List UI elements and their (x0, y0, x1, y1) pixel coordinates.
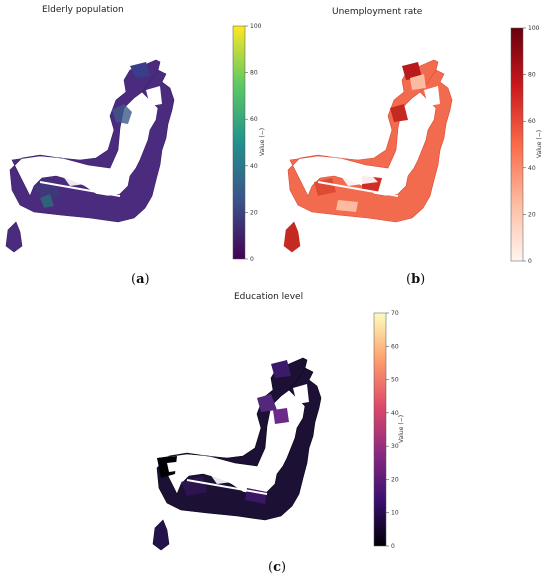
colorbar-a-tick-label: 0 (250, 256, 254, 263)
colorbar-c-tick-label: 10 (391, 510, 399, 517)
map-c (152, 357, 322, 551)
colorbar-b (510, 27, 524, 262)
colorbar-c (373, 312, 387, 547)
caption-b-letter: b (411, 272, 420, 287)
colorbar-b-tick-label: 0 (528, 258, 532, 265)
colorbar-a-ticks: 0 20 40 60 80 100 (245, 23, 262, 263)
colorbar-b-tick-label: 80 (528, 72, 536, 79)
map-b (283, 59, 453, 253)
panel-a-title: Elderly population (42, 5, 124, 15)
colorbar-c-tick-label: 40 (391, 410, 399, 417)
colorbar-c-tick-label: 60 (391, 343, 399, 350)
colorbar-b-label: Value (−) (536, 130, 543, 158)
colorbar-a (232, 25, 246, 260)
colorbar-b-tick-label: 40 (528, 165, 536, 172)
caption-c: (c) (268, 560, 286, 575)
colorbar-c-tick-label: 0 (391, 543, 395, 550)
map-a (5, 59, 175, 253)
colorbar-b-tick-label: 20 (528, 211, 536, 218)
colorbar-c-tick-label: 20 (391, 476, 399, 483)
panel-a: Elderly population 0 20 40 60 80 100 Value (−… (5, 5, 266, 287)
colorbar-c-tick-label: 30 (391, 443, 399, 450)
colorbar-c-label: Value (−) (398, 415, 405, 443)
colorbar-a-label: Value (−) (259, 128, 266, 156)
panel-b: Unemployment rate 0 20 40 60 80 100 Value (−)… (283, 7, 543, 287)
colorbar-b-tick-label: 60 (528, 118, 536, 125)
colorbar-a-tick-label: 60 (250, 116, 258, 123)
caption-c-letter: c (273, 560, 281, 575)
colorbar-b-ticks: 0 20 40 60 80 100 (523, 25, 540, 265)
caption-a: (a) (131, 272, 150, 287)
colorbar-b-tick-label: 100 (528, 25, 540, 32)
colorbar-a-tick-label: 80 (250, 70, 258, 77)
panel-c: Education level 0 10 20 30 40 50 60 70 Value (−… (152, 292, 405, 575)
panel-c-title: Education level (234, 292, 303, 302)
colorbar-a-tick-label: 100 (250, 23, 262, 30)
colorbar-a-tick-label: 40 (250, 163, 258, 170)
colorbar-a-tick-label: 20 (250, 209, 258, 216)
colorbar-c-tick-label: 50 (391, 377, 399, 384)
caption-a-letter: a (136, 272, 145, 287)
colorbar-c-tick-label: 70 (391, 310, 399, 317)
caption-b: (b) (406, 272, 425, 287)
panel-b-title: Unemployment rate (332, 7, 423, 17)
colorbar-c-ticks: 0 10 20 30 40 50 60 70 (386, 310, 399, 550)
